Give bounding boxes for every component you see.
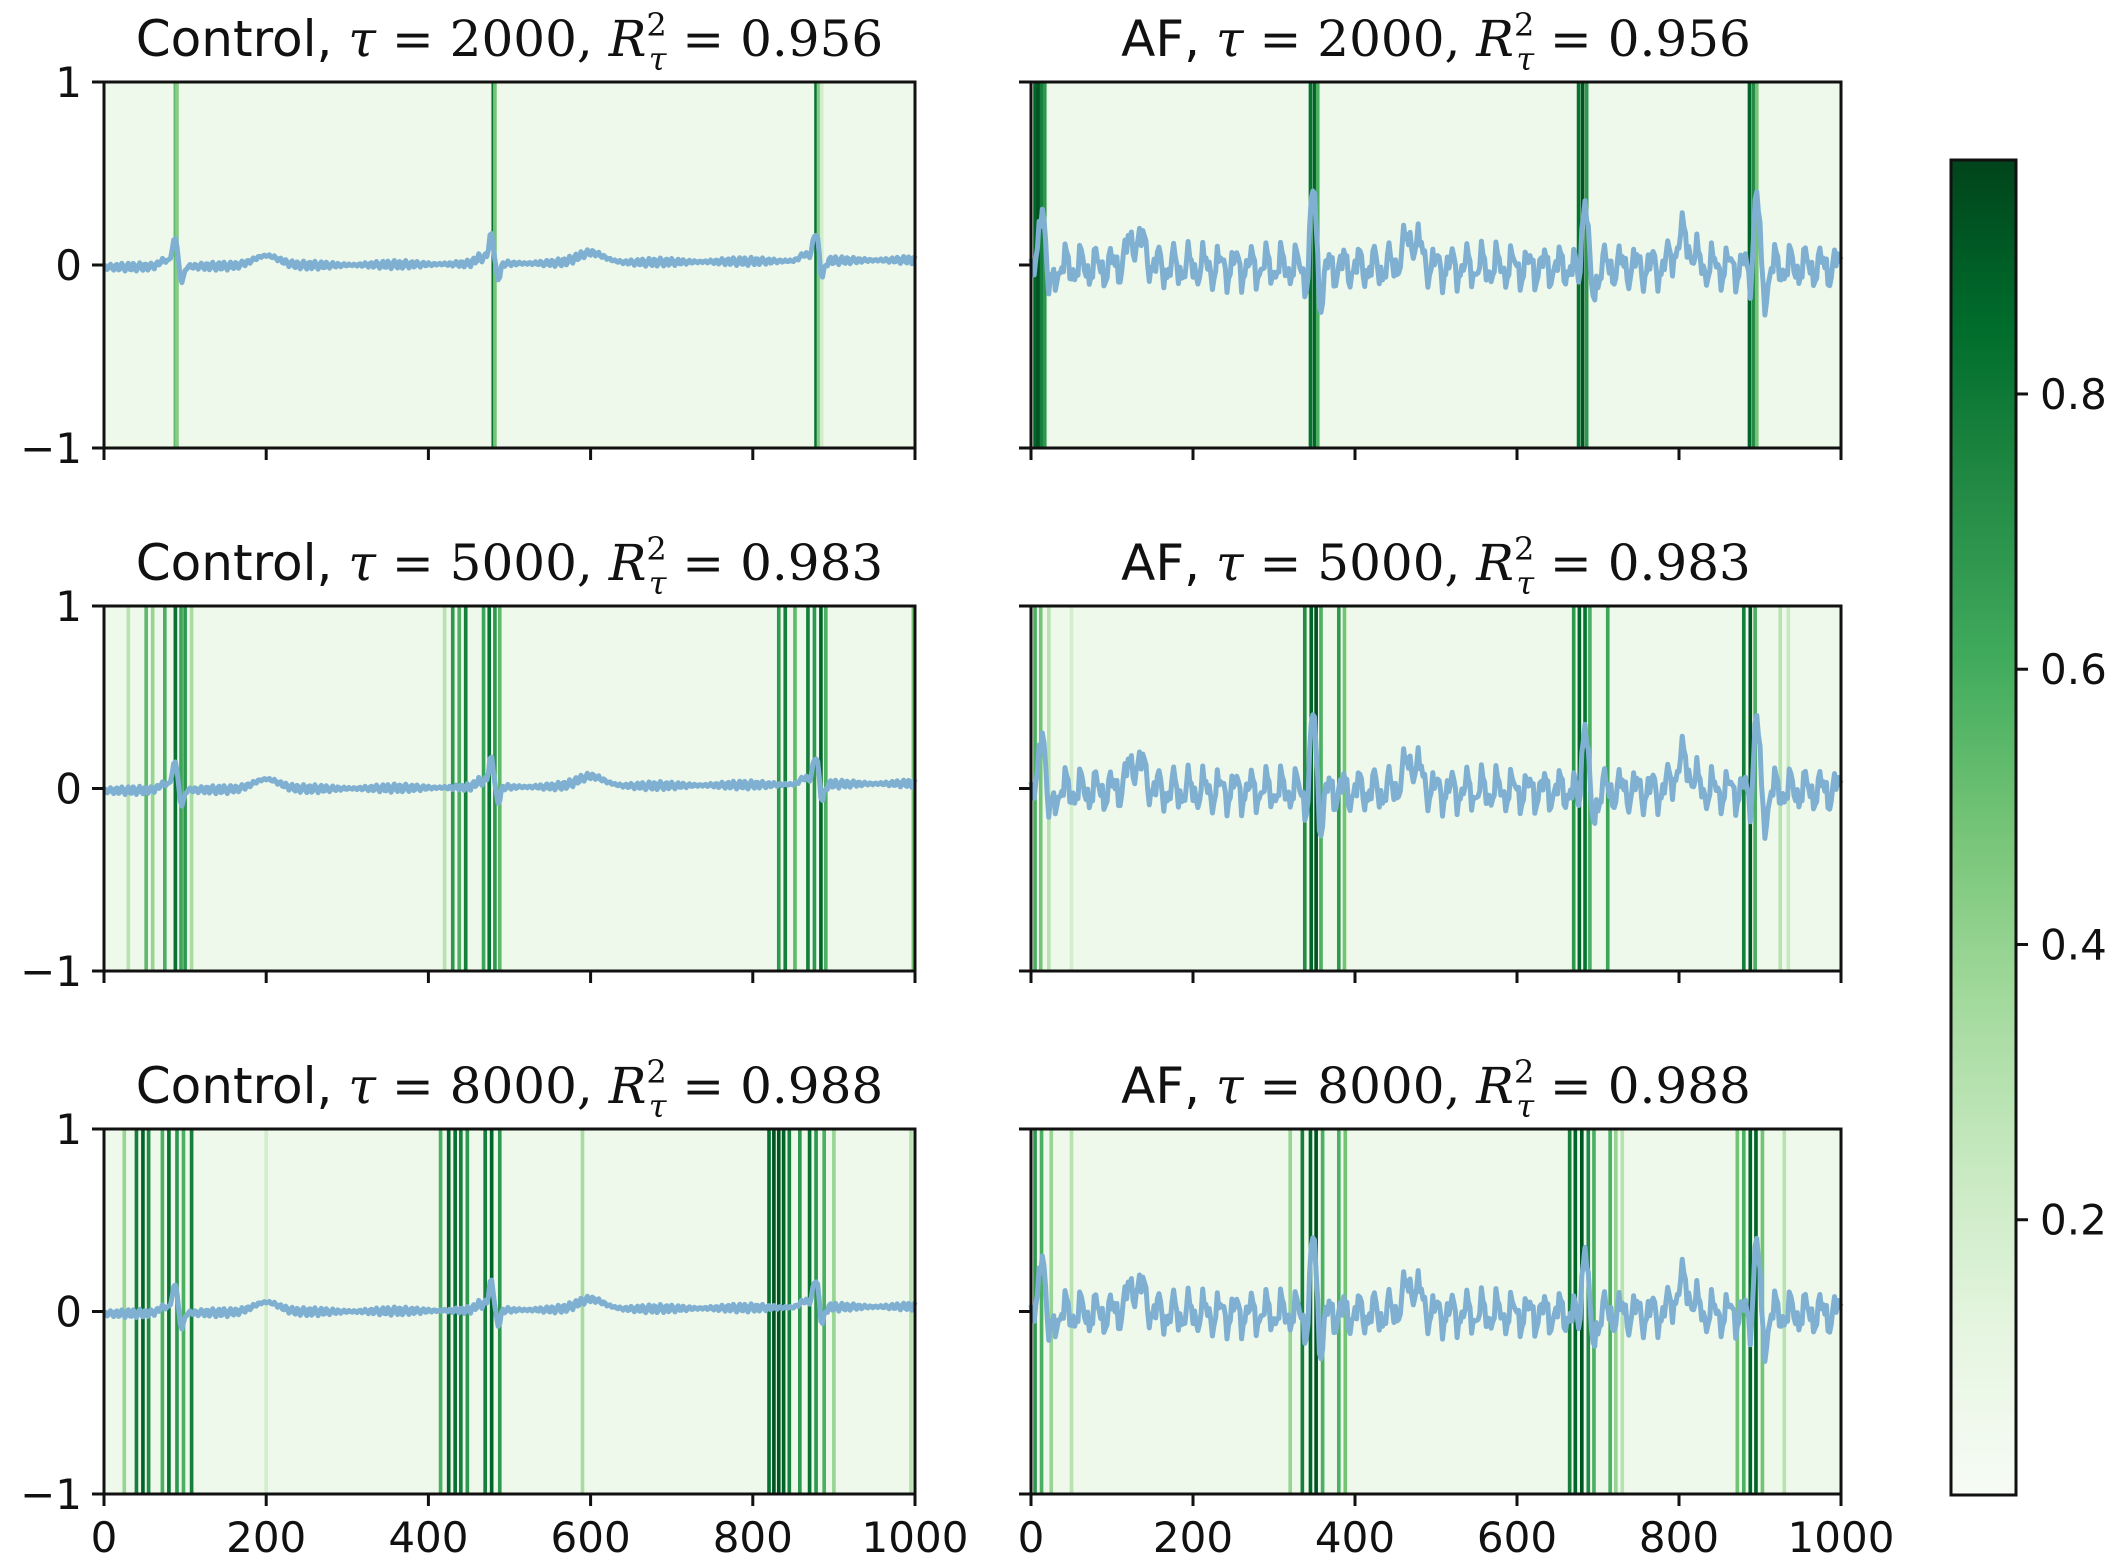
panel-title: Control, τ = 2000, R2 τ = 0.956 — [136, 6, 883, 78]
heatmap-band — [1039, 1129, 1044, 1494]
heatmap-band — [806, 606, 810, 971]
heatmap-band — [787, 1129, 792, 1494]
x-tick-label: 800 — [1639, 1513, 1719, 1562]
heatmap-band — [181, 1129, 186, 1494]
x-tick-label: 1000 — [1788, 1513, 1895, 1562]
y-tick-label: 0 — [55, 1288, 82, 1337]
heatmap-band — [580, 1129, 585, 1494]
x-tick-label: 600 — [1477, 1513, 1557, 1562]
y-tick-label: 1 — [55, 58, 82, 107]
x-tick-label: 200 — [1153, 1513, 1233, 1562]
heatmap-band — [776, 606, 781, 971]
heatmap-band — [1309, 606, 1314, 971]
heatmap-band — [812, 606, 817, 971]
colorbar-tick-label: 0.8 — [2040, 370, 2107, 419]
y-tick-label: 0 — [55, 241, 82, 290]
y-tick-label: 1 — [55, 582, 82, 631]
heatmap-band — [1754, 82, 1759, 448]
heatmap-band — [1300, 1129, 1305, 1494]
signal-line — [103, 1277, 918, 1332]
y-tick-label: −1 — [20, 1470, 82, 1519]
heatmap-band — [183, 606, 187, 971]
panel-2: AF, τ = 2000, R2 τ = 0.956 — [1019, 6, 1844, 460]
heatmap-band — [160, 1129, 165, 1494]
heatmap-band — [1320, 1129, 1325, 1494]
signal-line — [103, 754, 918, 809]
heatmap-band — [1583, 606, 1587, 971]
panel-title: AF, τ = 2000, R2 τ = 0.956 — [1121, 6, 1751, 78]
heatmap-band — [1069, 1129, 1074, 1494]
heatmap-band — [1038, 606, 1043, 971]
heatmap-band — [1069, 606, 1074, 971]
heatmap-band — [1319, 606, 1323, 971]
x-tick-label: 0 — [1018, 1513, 1045, 1562]
panel-title: Control, τ = 8000, R2 τ = 0.988 — [136, 1053, 883, 1125]
signal-line — [103, 231, 918, 286]
signal-line — [1028, 188, 1844, 318]
x-tick-label: 1000 — [862, 1513, 969, 1562]
heatmap-band — [483, 1129, 487, 1494]
heatmap-band — [1049, 1129, 1054, 1494]
heatmap-band — [167, 1129, 171, 1494]
x-tick-label: 400 — [1315, 1513, 1395, 1562]
heatmap-band — [264, 1129, 269, 1494]
signal-line — [1028, 1235, 1844, 1364]
heatmap-band — [1592, 1129, 1596, 1494]
heatmap-band — [163, 606, 167, 971]
heatmap-band — [798, 1129, 802, 1494]
heatmap-band — [1754, 1129, 1758, 1494]
heatmap-band — [814, 1129, 818, 1494]
panel-title: Control, τ = 5000, R2 τ = 0.983 — [136, 530, 883, 602]
panel-6: 0 200 400 600 800 1000 AF, τ = 8000, R2 τ = 0.9… — [1018, 1053, 1895, 1562]
heatmap-band — [1782, 1129, 1787, 1494]
x-tick-label: 800 — [713, 1513, 793, 1562]
panel-title: AF, τ = 5000, R2 τ = 0.983 — [1121, 530, 1751, 602]
colorbar-frame — [1949, 158, 2018, 1497]
panel-3: 1 0 −1 Control, τ = 5000, R2 τ = 0.983 — [20, 530, 918, 996]
x-tick-label: 200 — [226, 1513, 306, 1562]
heatmap-band — [1039, 82, 1044, 448]
heatmap-band — [793, 606, 797, 971]
heatmap-band — [783, 606, 788, 971]
panel-title: AF, τ = 8000, R2 τ = 0.988 — [1121, 1053, 1751, 1125]
colorbar: 0.2 0.4 0.6 0.8 — [1949, 158, 2107, 1497]
heatmap-band — [814, 82, 818, 448]
colorbar-tick-label: 0.6 — [2040, 645, 2107, 694]
colorbar-tick-label: 0.2 — [2040, 1196, 2107, 1245]
heatmap-band — [487, 606, 492, 971]
y-tick-label: −1 — [20, 424, 82, 473]
heatmap-band — [807, 1129, 812, 1494]
heatmap-band — [1036, 82, 1041, 448]
panel-4: AF, τ = 5000, R2 τ = 0.983 — [1019, 530, 1844, 983]
x-tick-label: 400 — [388, 1513, 468, 1562]
colorbar-gradient — [1951, 160, 2016, 1495]
signal-line — [1028, 712, 1844, 841]
y-tick-label: 1 — [55, 1105, 82, 1154]
heatmap-band — [1302, 606, 1307, 971]
y-tick-label: −1 — [20, 947, 82, 996]
panel-1: 1 0 −1 Control, τ = 2000, R2 τ = 0.956 — [20, 6, 918, 473]
heatmap-band — [173, 606, 178, 971]
heatmap-band — [489, 1129, 494, 1494]
colorbar-tick-label: 0.4 — [2040, 920, 2107, 969]
heatmap-band — [481, 606, 486, 971]
heatmap-band — [1753, 606, 1757, 971]
y-tick-label: 0 — [55, 765, 82, 814]
heatmap-band — [1288, 1129, 1293, 1494]
x-tick-label: 0 — [91, 1513, 118, 1562]
x-tick-label: 600 — [551, 1513, 631, 1562]
heatmap-band — [1312, 82, 1317, 448]
heatmap-band — [1584, 82, 1589, 448]
heatmap-band — [781, 1129, 786, 1494]
heatmap-band — [772, 1129, 776, 1494]
heatmap-band — [776, 1129, 781, 1494]
